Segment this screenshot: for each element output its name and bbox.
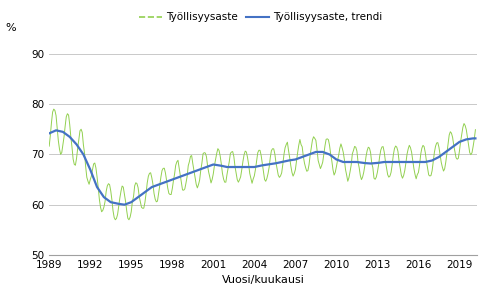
Text: %: % [5,23,16,33]
Legend: Työllisyysaste, Työllisyysaste, trendi: Työllisyysaste, Työllisyysaste, trendi [135,8,387,26]
X-axis label: Vuosi/kuukausi: Vuosi/kuukausi [222,275,305,285]
